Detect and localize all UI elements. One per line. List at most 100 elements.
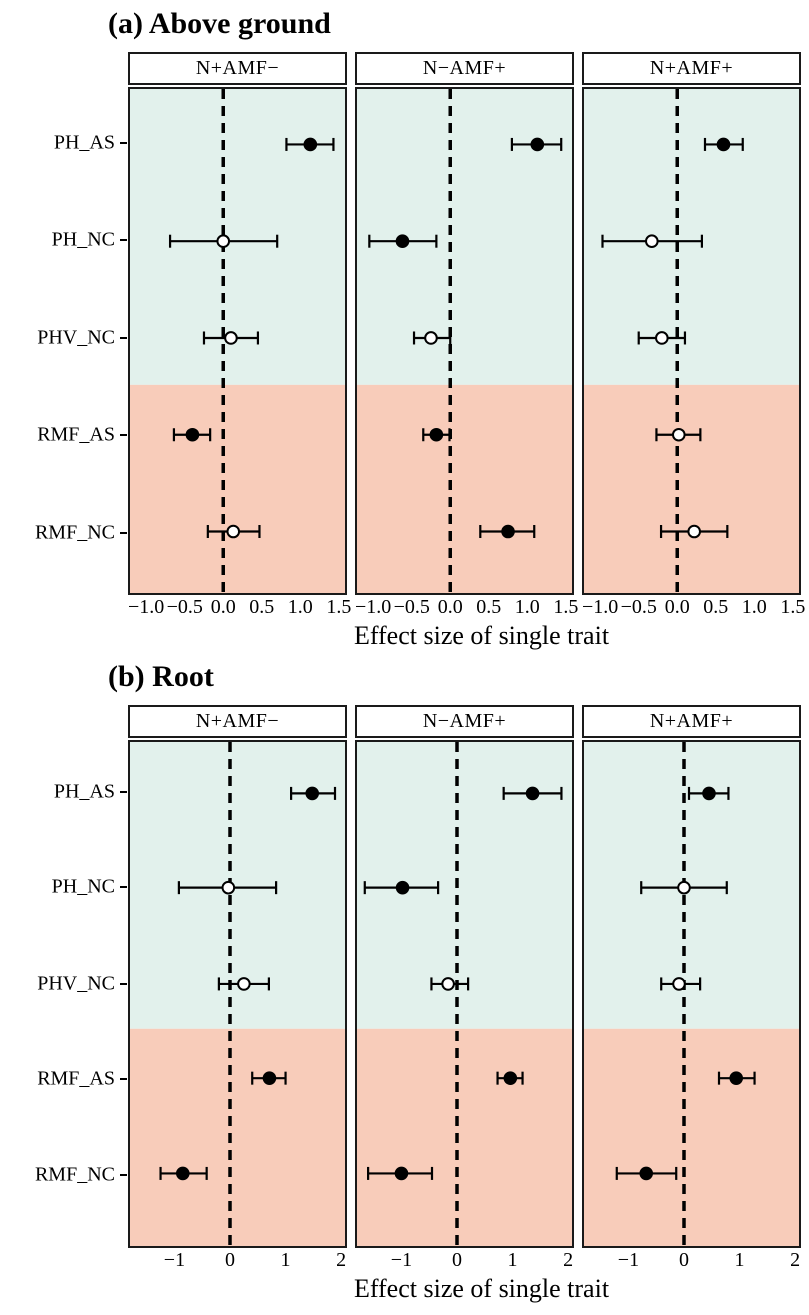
facet-panel-1 [128, 740, 347, 1248]
facet-panel-3 [582, 87, 801, 595]
x-tick-label: 1.5 [780, 596, 806, 618]
shade-above [584, 89, 799, 385]
facet-panel-2 [355, 87, 574, 595]
facet-panel-3 [582, 740, 801, 1248]
data-point-marker-rmf_nc [394, 1166, 409, 1181]
x-tick-label: 2 [790, 1249, 801, 1271]
y-axis-tick [120, 1173, 127, 1176]
panel-above-ground: (a) Above ground N+AMF− N−AMF+ N+AMF+ PH… [0, 0, 809, 651]
shade-below [357, 384, 572, 593]
x-tick-label: −1.0 [582, 596, 619, 618]
plot-row: PH_AS PH_NC PHV_NC RMF_AS RMF_NC [35, 87, 809, 595]
y-axis-label-ph_as: PH_AS [53, 131, 115, 154]
facet-plot-area [357, 89, 572, 593]
x-tick-label: −0.5 [393, 596, 430, 618]
x-tick-label: −0.5 [620, 596, 657, 618]
x-tick-label: 0.5 [476, 596, 502, 618]
facet-strip-n-plus-amf-plus: N+AMF+ [582, 52, 801, 85]
panel-root: (b) Root N+AMF− N−AMF+ N+AMF+ PH_AS PH_NC… [0, 653, 809, 1304]
facet-strip-n-minus-amf-plus: N−AMF+ [355, 52, 574, 85]
facet-strip-n-plus-amf-minus: N+AMF− [128, 52, 347, 85]
y-axis-label-rmf_as: RMF_AS [37, 1067, 115, 1090]
x-tick-label: 0.0 [210, 596, 236, 618]
data-point-marker-rmf_as [729, 1071, 744, 1085]
data-point-marker-ph_nc [221, 880, 236, 895]
facet-plot-area [130, 89, 345, 593]
shade-below [584, 1028, 799, 1246]
data-point-marker-ph_as [716, 137, 731, 152]
x-axis-ticks: −1 0 1 2 −1 0 1 2 −1 0 1 2 [128, 1248, 801, 1274]
data-point-marker-ph_as [525, 786, 540, 801]
y-axis-tick [120, 885, 127, 888]
x-tick-label: 1.5 [326, 596, 352, 618]
data-point-marker-ph_as [530, 137, 545, 152]
shade-below [584, 384, 799, 593]
x-tick-label: 0.0 [664, 596, 690, 618]
panel-title-root: (b) Root [108, 660, 214, 693]
data-point-marker-rmf_as [503, 1071, 518, 1085]
shade-above [357, 89, 572, 385]
shade-below [357, 1028, 572, 1246]
x-tick-label: 2 [563, 1249, 574, 1271]
x-tick-label: 1 [507, 1249, 518, 1271]
shade-below [130, 1028, 345, 1246]
y-axis-label-rmf_nc: RMF_NC [34, 521, 115, 544]
plot-row: PH_AS PH_NC PHV_NC RMF_AS RMF_NC [35, 740, 809, 1248]
x-tick-label: −1 [617, 1249, 640, 1271]
y-axis-tick [120, 336, 127, 339]
data-point-marker-ph_nc [216, 234, 231, 249]
data-point-marker-ph_nc [677, 880, 691, 895]
data-point-marker-rmf_as [185, 427, 200, 442]
y-axis-label-ph_nc: PH_NC [51, 875, 115, 898]
y-axis-label-rmf_as: RMF_AS [37, 423, 115, 446]
y-axis-tick [120, 239, 127, 242]
facet-strip-row: N+AMF− N−AMF+ N+AMF+ [128, 52, 809, 85]
y-axis-tick [120, 982, 127, 985]
x-axis-ticks: −1.0 −0.5 0.0 0.5 1.0 1.5 −1.0 −0.5 0.0 0.5 1.0 1.5… [128, 595, 805, 621]
y-axis-tick [120, 434, 127, 437]
data-point-marker-rmf_as [671, 427, 686, 442]
x-tick-label: 0.5 [703, 596, 729, 618]
y-axis-tick [120, 790, 127, 793]
x-tick-label: −1 [163, 1249, 186, 1271]
x-tick-label: 0 [452, 1249, 462, 1271]
x-tick-label: −1.0 [355, 596, 392, 618]
data-point-marker-ph_nc [645, 234, 659, 249]
data-point-marker-ph_as [702, 786, 716, 801]
facet-plot-area [357, 742, 572, 1246]
facet-panel-2 [355, 740, 574, 1248]
data-point-marker-phv_nc [655, 331, 669, 345]
data-point-marker-ph_as [303, 137, 318, 152]
x-tick-label: 1.5 [553, 596, 579, 618]
data-point-marker-phv_nc [237, 977, 251, 991]
y-axis: PH_AS PH_NC PHV_NC RMF_AS RMF_NC [0, 740, 128, 1248]
data-point-marker-ph_nc [395, 234, 410, 249]
data-point-marker-phv_nc [672, 977, 686, 991]
y-axis-tick [120, 532, 127, 535]
data-point-marker-phv_nc [441, 977, 455, 991]
x-tick-label: −1 [390, 1249, 413, 1271]
x-tick-label: −1.0 [128, 596, 165, 618]
panel-title-above-ground: (a) Above ground [108, 7, 331, 40]
data-point-marker-ph_nc [395, 880, 410, 895]
facet-strip-row: N+AMF− N−AMF+ N+AMF+ [128, 705, 809, 738]
facet-strip-n-plus-amf-plus: N+AMF+ [582, 705, 801, 738]
y-axis-label-rmf_nc: RMF_NC [34, 1163, 115, 1186]
x-tick-label: 0 [679, 1249, 689, 1271]
y-axis-label-phv_nc: PHV_NC [37, 326, 115, 349]
data-point-marker-rmf_as [429, 427, 444, 442]
x-tick-label: 2 [336, 1249, 347, 1271]
x-tick-label: 1 [734, 1249, 745, 1271]
data-point-marker-rmf_nc [226, 524, 241, 539]
shade-above [130, 89, 345, 385]
shade-below [130, 384, 345, 593]
facet-strip-n-plus-amf-minus: N+AMF− [128, 705, 347, 738]
data-point-marker-rmf_as [262, 1071, 277, 1085]
facet-panel-1 [128, 87, 347, 595]
x-tick-label: 0 [225, 1249, 235, 1271]
y-axis-tick [120, 141, 127, 144]
x-tick-label: 1 [280, 1249, 291, 1271]
data-point-marker-rmf_nc [501, 524, 515, 539]
y-axis-label-ph_as: PH_AS [53, 780, 115, 803]
